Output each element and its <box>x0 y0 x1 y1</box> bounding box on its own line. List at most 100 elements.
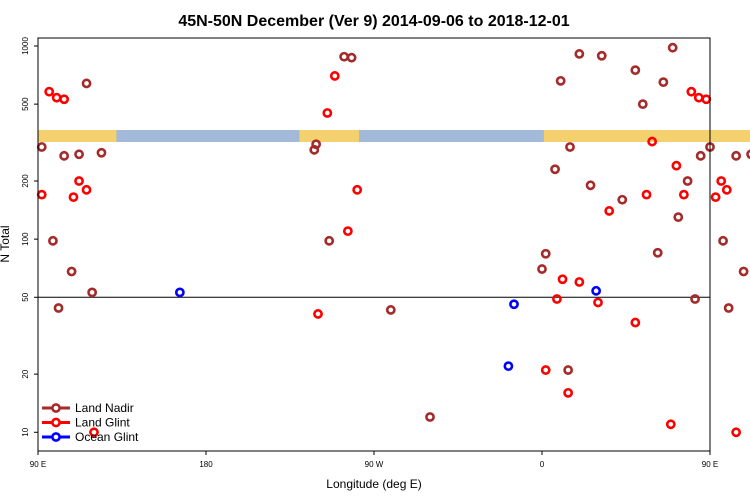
land-glint-point <box>51 92 62 103</box>
land-glint-point <box>647 136 658 147</box>
land-glint-point <box>731 427 742 438</box>
land-nadir-point <box>690 294 700 304</box>
strip-land-segment <box>38 130 117 142</box>
land-nadir-point <box>385 305 396 315</box>
land-glint-point <box>574 277 585 287</box>
land-nadir-point <box>311 139 322 150</box>
land-nadir-point <box>87 287 98 298</box>
land-nadir-point <box>630 65 641 76</box>
ocean-glint-point <box>174 287 185 298</box>
x-tick-label: 0 <box>540 460 545 469</box>
land-nadir-point <box>324 235 335 246</box>
land-glint-point <box>630 317 641 328</box>
y-tick-label: 20 <box>21 369 30 378</box>
land-glint-point <box>686 86 697 97</box>
ocean-glint-point <box>503 361 514 372</box>
land-nadir-point <box>59 150 70 161</box>
legend-marker-land-glint <box>51 417 61 428</box>
land-nadir-point <box>596 50 607 61</box>
x-axis-ticks: 90 E 180 90 W 0 90 E <box>30 451 718 469</box>
land-glint-point <box>342 226 353 237</box>
land-glint-point <box>313 309 323 319</box>
land-nadir-point <box>667 42 678 53</box>
y-axis-ticks: 10 20 50 100 200 500 1000 <box>21 37 38 437</box>
land-glint-point <box>678 189 689 200</box>
scatter-points <box>36 42 750 438</box>
legend-marker-ocean-glint <box>51 432 61 442</box>
land-nadir-point <box>718 235 728 246</box>
land-nadir-point <box>555 75 566 86</box>
land-glint-point <box>693 92 704 103</box>
land-nadir-point <box>563 365 574 375</box>
x-tick-label: 90 W <box>365 460 384 469</box>
land-nadir-point <box>637 99 648 110</box>
legend-label-land-nadir: Land Nadir <box>75 401 134 415</box>
land-glint-point <box>352 184 363 195</box>
land-nadir-point <box>673 212 684 223</box>
land-glint-point <box>540 365 551 375</box>
land-nadir-point <box>585 180 596 191</box>
x-tick-label: 90 E <box>30 460 46 469</box>
land-glint-point <box>557 274 568 285</box>
land-glint-point <box>74 176 84 186</box>
land-glint-point <box>68 192 79 203</box>
land-glint-point <box>44 86 55 97</box>
land-nadir-point <box>550 164 560 175</box>
y-axis-label: N Total <box>0 225 12 262</box>
land-glint-point <box>671 160 682 171</box>
ocean-glint-point <box>591 285 602 296</box>
plot-frame <box>37 37 711 452</box>
land-glint-point <box>563 387 574 398</box>
land-nadir-point <box>81 78 92 89</box>
land-glint-point <box>721 184 732 195</box>
land-nadir-point <box>53 303 64 313</box>
land-nadir-point <box>682 176 693 186</box>
x-tick-label: 180 <box>199 460 213 469</box>
land-nadir-point <box>537 264 547 274</box>
land-nadir-point <box>731 150 742 161</box>
land-nadir-point <box>48 235 58 246</box>
land-nadir-point <box>96 147 107 158</box>
land-nadir-point <box>565 142 575 152</box>
land-glint-point <box>701 94 712 105</box>
strip-ocean-band <box>38 130 710 142</box>
land-glint-point <box>593 297 603 308</box>
y-tick-label: 200 <box>21 174 30 188</box>
land-nadir-point <box>540 248 551 259</box>
land-glint-point <box>59 94 70 105</box>
y-tick-label: 10 <box>21 427 30 436</box>
land-nadir-point <box>746 149 750 160</box>
land-glint-point <box>322 108 333 118</box>
land-nadir-point <box>617 194 628 205</box>
chart-title: 45N-50N December (Ver 9) 2014-09-06 to 2… <box>178 13 569 30</box>
land-nadir-point <box>574 49 585 59</box>
legend-marker-land-nadir <box>51 403 61 413</box>
land-glint-point <box>604 206 615 216</box>
land-nadir-point <box>425 412 435 422</box>
x-axis-label: Longitude (deg E) <box>326 477 421 491</box>
land-glint-point <box>665 419 676 430</box>
land-glint-point <box>89 427 99 438</box>
land-nadir-point <box>346 52 357 63</box>
y-tick-label: 100 <box>21 232 30 246</box>
legend-label-land-glint: Land Glint <box>75 416 130 430</box>
land-nadir-point <box>66 266 77 277</box>
land-glint-point <box>552 294 562 304</box>
land-nadir-point <box>74 149 84 160</box>
land-glint-point <box>36 189 47 200</box>
x-tick-label: 90 E <box>702 460 718 469</box>
strip-land-segment <box>299 130 360 142</box>
land-glint-point <box>641 189 652 200</box>
land-nadir-point <box>738 266 749 277</box>
y-tick-label: 500 <box>21 97 30 111</box>
legend-label-ocean-glint: Ocean Glint <box>75 430 139 444</box>
land-nadir-point <box>723 303 734 313</box>
land-nadir-point <box>695 150 706 161</box>
strip-land-segment <box>543 130 750 142</box>
land-glint-point <box>81 184 92 195</box>
ocean-glint-point <box>509 299 519 310</box>
y-tick-label: 1000 <box>21 37 30 55</box>
land-nadir-point <box>652 247 663 258</box>
land-glint-point <box>710 192 721 203</box>
